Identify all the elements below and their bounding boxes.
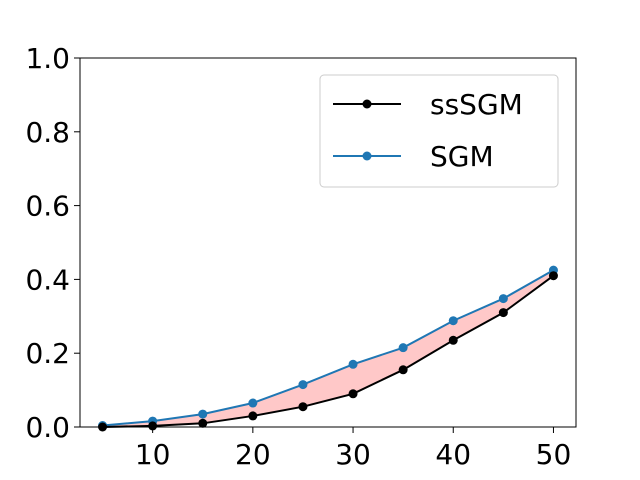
legend: ssSGM SGM bbox=[319, 74, 559, 188]
y-tick-label: 0.8 bbox=[25, 116, 70, 149]
data-point-SGM bbox=[348, 359, 358, 369]
data-point-ssSGM bbox=[548, 271, 558, 281]
series-line-ssSGM bbox=[102, 274, 555, 428]
legend-label: SGM bbox=[430, 140, 494, 173]
legend-marker bbox=[362, 99, 372, 109]
x-tick-label: 50 bbox=[536, 438, 572, 471]
data-point-ssSGM bbox=[148, 421, 158, 431]
legend-label: ssSGM bbox=[430, 88, 523, 121]
y-tick-label: 1.0 bbox=[25, 42, 70, 75]
y-tick-label: 0.2 bbox=[25, 337, 70, 370]
series-SGM bbox=[98, 265, 558, 431]
x-tick-label: 10 bbox=[135, 438, 171, 471]
series-line-SGM bbox=[102, 269, 554, 427]
data-point-SGM bbox=[448, 316, 458, 326]
x-axis: 10 20 30 40 50 bbox=[135, 427, 571, 471]
x-tick-label: 30 bbox=[335, 438, 371, 471]
series-ssSGM bbox=[98, 271, 558, 432]
y-tick-label: 0.6 bbox=[25, 190, 70, 223]
data-point-SGM bbox=[498, 294, 508, 304]
legend-entry-ssSGM: ssSGM bbox=[333, 88, 523, 121]
data-point-ssSGM bbox=[248, 411, 258, 421]
y-axis: 0.0 0.2 0.4 0.6 0.8 1.0 bbox=[25, 42, 80, 444]
data-point-SGM bbox=[248, 398, 258, 408]
plot-frame bbox=[79, 57, 577, 428]
data-point-ssSGM bbox=[398, 365, 408, 375]
legend-entry-SGM: SGM bbox=[333, 140, 494, 173]
data-point-ssSGM bbox=[298, 402, 308, 412]
data-point-SGM bbox=[198, 409, 208, 419]
data-point-ssSGM bbox=[448, 335, 458, 345]
x-tick-label: 40 bbox=[435, 438, 471, 471]
x-tick-label: 20 bbox=[235, 438, 271, 471]
fill-between-area bbox=[102, 270, 554, 427]
y-tick-label: 0.0 bbox=[25, 411, 70, 444]
data-point-SGM bbox=[298, 380, 308, 390]
fill-between-polygon bbox=[102, 270, 554, 427]
y-tick-label: 0.4 bbox=[25, 263, 70, 296]
legend-marker bbox=[362, 151, 372, 161]
series-layer bbox=[98, 265, 558, 432]
data-point-ssSGM bbox=[498, 308, 508, 318]
data-point-SGM bbox=[398, 343, 408, 353]
data-point-ssSGM bbox=[198, 418, 208, 428]
data-point-ssSGM bbox=[348, 389, 358, 399]
